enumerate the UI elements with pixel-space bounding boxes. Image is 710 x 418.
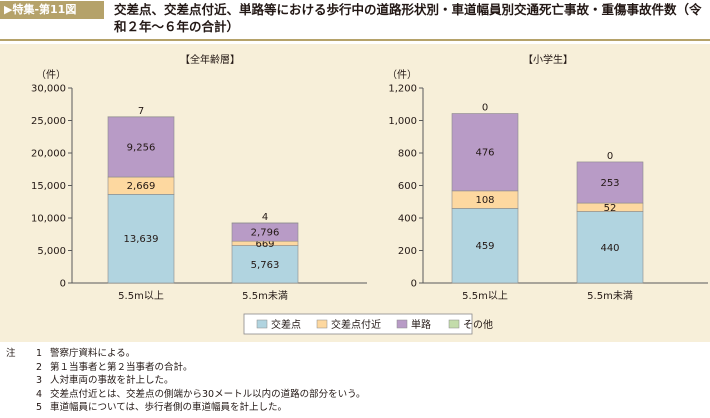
y-tick-label: 10,000 xyxy=(31,214,66,225)
note-head: 注 xyxy=(6,348,16,359)
note-number: 1 xyxy=(35,348,43,359)
note-row-4: 4 交差点付近とは、交差点の側端から30メートル以内の道路の部分をいう。 xyxy=(6,388,706,402)
note-text: 第１当事者と第２当事者の合計。 xyxy=(50,361,193,373)
note-number: 2 xyxy=(35,361,43,373)
legend-label: 交差点 xyxy=(271,318,301,331)
notes: 注 1 警察庁資料による。 2 第１当事者と第２当事者の合計。 3 人対車両の事… xyxy=(6,347,706,415)
figure-header: ▶特集-第11図 交差点、交差点付近、単路等における歩行中の道路形状別・車道幅員… xyxy=(0,0,710,41)
note-text: 警察庁資料による。 xyxy=(50,348,136,359)
legend-label: 交差点付近 xyxy=(331,318,381,331)
legend-label: その他 xyxy=(463,318,493,331)
note-text: 車道幅員については、歩行者側の車道幅員を計上した。 xyxy=(50,402,288,414)
data-label: 0 xyxy=(607,151,613,162)
y-tick-label: 1,000 xyxy=(388,116,417,127)
data-label: 5,763 xyxy=(251,260,280,271)
y-tick-label: 0 xyxy=(411,279,417,290)
note-number: 5 xyxy=(35,402,43,414)
note-row-1: 注 1 警察庁資料による。 xyxy=(6,347,706,361)
data-label: 52 xyxy=(604,203,617,214)
bar-segment xyxy=(451,208,519,284)
note-text: 交差点付近とは、交差点の側端から30メートル以内の道路の部分をいう。 xyxy=(50,388,366,400)
header-rule xyxy=(0,39,710,41)
data-label: 13,639 xyxy=(124,234,159,245)
data-label: 440 xyxy=(600,243,619,254)
data-label: 9,256 xyxy=(127,142,156,153)
note-row-3: 3 人対車両の事故を計上した。 xyxy=(6,374,706,388)
legend-box xyxy=(243,313,473,335)
y-tick-label: 20,000 xyxy=(31,149,66,160)
data-label: 2,796 xyxy=(251,228,280,239)
note-text: 人対車両の事故を計上した。 xyxy=(50,375,174,387)
x-tick-label: 5.5m以上 xyxy=(462,290,508,302)
bar-segment xyxy=(576,161,644,204)
chart-title: 【全年齢層】 xyxy=(180,53,240,66)
figure-label: ▶特集-第11図 xyxy=(0,1,104,19)
y-tick-label: 5,000 xyxy=(37,246,66,257)
legend-label: 単路 xyxy=(411,318,431,331)
data-label: 7 xyxy=(138,106,144,117)
y-tick-label: 400 xyxy=(398,214,417,225)
chart-panel: 【全年齢層】 （件） 0 5,000 10,000 15,000 20,000 25,000 3… xyxy=(0,44,710,342)
y-tick-label: 25,000 xyxy=(31,116,66,127)
chart-svg: 【全年齢層】 （件） 0 5,000 10,000 15,000 20,000 25,000 3… xyxy=(31,53,708,335)
y-tick-label: 800 xyxy=(398,149,417,160)
figure-title: 交差点、交差点付近、単路等における歩行中の道路形状別・車道幅員別交通死亡事故・重… xyxy=(114,2,702,34)
legend-swatch xyxy=(256,319,268,329)
bar-segment xyxy=(107,116,175,178)
data-label: 2,669 xyxy=(127,181,156,192)
legend-swatch xyxy=(316,319,328,329)
bar-segment xyxy=(107,194,175,284)
data-label: 253 xyxy=(600,178,619,189)
y-axis-unit: （件） xyxy=(36,69,66,81)
data-label: 669 xyxy=(255,239,274,250)
bar-segment xyxy=(451,113,519,192)
y-tick-label: 1,200 xyxy=(388,84,417,95)
y-tick-label: 0 xyxy=(60,279,66,290)
y-tick-label: 200 xyxy=(398,246,417,257)
x-tick-label: 5.5m未満 xyxy=(587,290,633,302)
chart-title: 【小学生】 xyxy=(523,53,573,66)
data-label: 459 xyxy=(475,241,494,252)
y-axis-unit: （件） xyxy=(387,69,417,81)
note-number: 3 xyxy=(35,375,43,387)
data-label: 4 xyxy=(262,212,268,223)
data-label: 0 xyxy=(482,103,488,114)
x-tick-label: 5.5m未満 xyxy=(242,290,288,302)
legend-swatch xyxy=(396,319,408,329)
legend-swatch xyxy=(448,319,460,329)
data-label: 108 xyxy=(475,195,494,206)
note-row-2: 2 第１当事者と第２当事者の合計。 xyxy=(6,361,706,375)
y-tick-label: 30,000 xyxy=(31,84,66,95)
y-tick-label: 15,000 xyxy=(31,181,66,192)
y-tick-label: 600 xyxy=(398,181,417,192)
note-number: 4 xyxy=(35,388,43,400)
data-label: 476 xyxy=(475,148,494,159)
bar-segment xyxy=(576,211,644,284)
x-tick-label: 5.5m以上 xyxy=(118,290,164,302)
note-row-5: 5 車道幅員については、歩行者側の車道幅員を計上した。 xyxy=(6,401,706,415)
